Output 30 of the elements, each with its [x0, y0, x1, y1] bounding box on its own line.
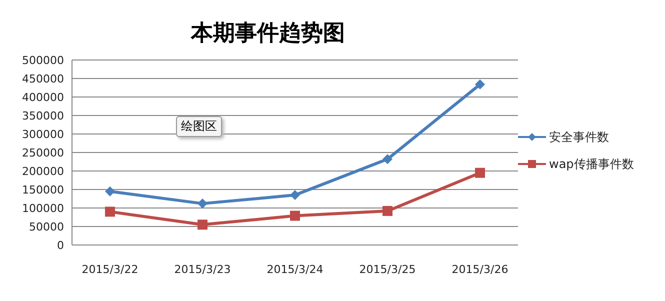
y-tick-label: 300000 — [22, 128, 64, 141]
x-tick-label: 2015/3/24 — [266, 262, 324, 276]
y-tick-label: 250000 — [22, 146, 64, 160]
point — [198, 198, 208, 209]
x-tick-label: 2015/3/26 — [452, 262, 508, 276]
y-tick-label: 150000 — [22, 183, 64, 196]
legend-label: 安全事件数 — [549, 128, 609, 146]
point — [382, 154, 392, 164]
y-tick-label: 100000 — [22, 202, 64, 215]
y-tick-label: 50000 — [29, 220, 64, 234]
x-tick-label: 2015/3/25 — [359, 262, 416, 276]
x-tick-label: 2015/3/23 — [174, 262, 231, 276]
point — [105, 186, 115, 196]
annotation: 绘图区 — [176, 116, 222, 137]
y-tick-label: 0 — [57, 238, 64, 252]
y-tick-label: 200000 — [22, 164, 64, 178]
point — [105, 206, 115, 217]
point — [382, 206, 392, 216]
y-tick-label: 400000 — [22, 90, 64, 104]
y-tick-label: 350000 — [22, 109, 64, 122]
point — [290, 190, 300, 200]
x-tick-label: 2015/3/22 — [82, 262, 138, 276]
point — [290, 210, 300, 221]
y-tick-label: 450000 — [22, 72, 64, 86]
y-tick-label: 500000 — [22, 54, 64, 67]
point — [475, 168, 485, 178]
point — [198, 220, 208, 230]
legend-label: wap传播事件数 — [549, 156, 634, 172]
point — [475, 79, 485, 90]
chart-title: 本期事件趋势图 — [190, 19, 346, 48]
